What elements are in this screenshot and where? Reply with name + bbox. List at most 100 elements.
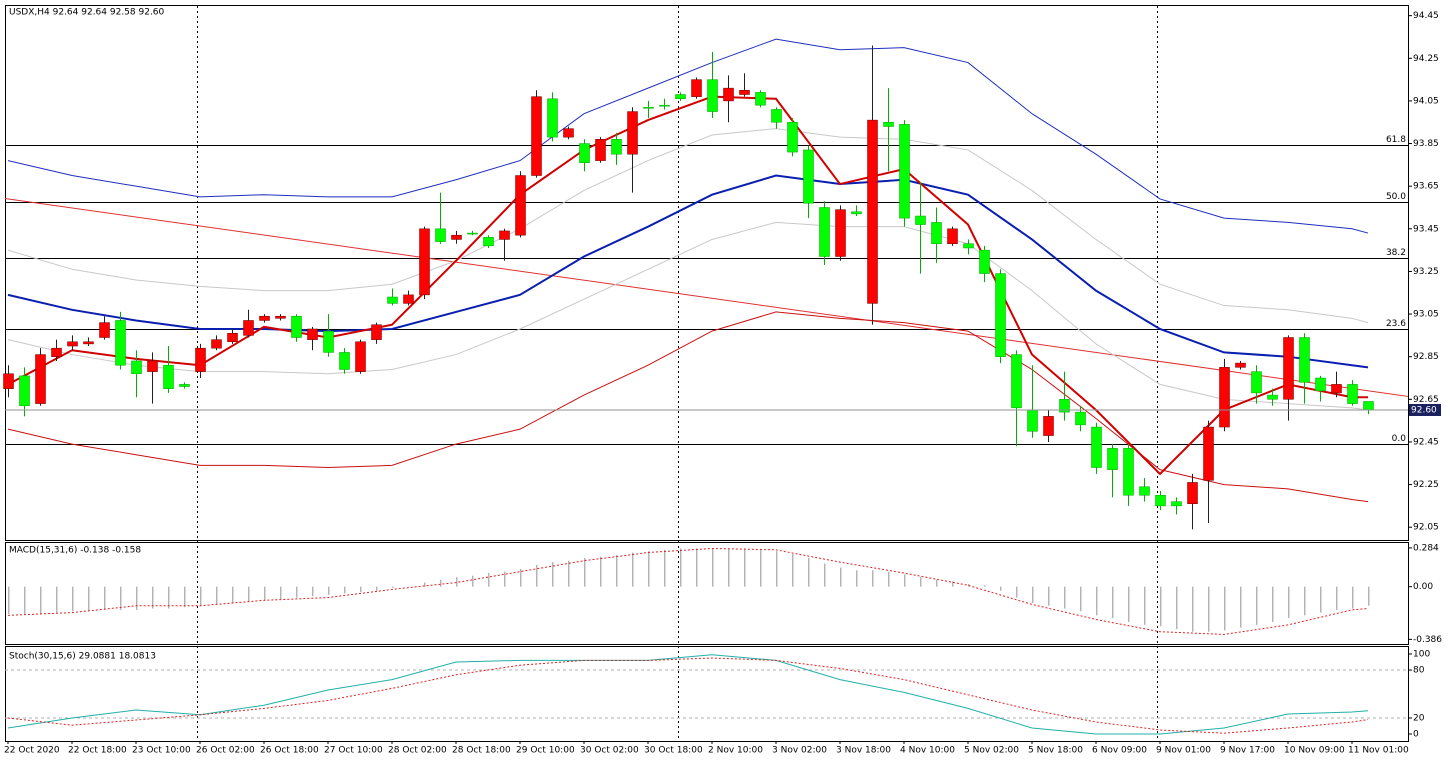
x-tick-label: 5 Nov 18:00 [1028, 746, 1083, 756]
candle-body [803, 149, 814, 204]
macd-bar [856, 570, 858, 587]
candle-body [1363, 401, 1374, 411]
candle-body [403, 294, 414, 304]
macd-bar [1352, 586, 1354, 609]
macd-bar [1048, 586, 1050, 606]
macd-bar [568, 560, 570, 587]
candle-body [83, 341, 94, 345]
macd-bar [296, 586, 298, 598]
candle-body [179, 384, 190, 387]
candle-body [291, 315, 302, 338]
macd-bar [264, 586, 266, 601]
candle-body [483, 237, 494, 247]
macd-bar [1064, 586, 1066, 609]
macd-bar [648, 551, 650, 587]
candle-body [1203, 426, 1214, 481]
candle-body [275, 315, 286, 319]
macd-bar [1000, 586, 1002, 591]
candle-body [195, 347, 206, 372]
x-tick-label: 10 Nov 09:00 [1284, 746, 1345, 756]
candle-body [915, 215, 926, 225]
macd-bar [680, 548, 682, 587]
macd-bar [520, 568, 522, 587]
candle-body [211, 339, 222, 349]
candle-body [1283, 337, 1294, 400]
candle-body [163, 364, 174, 389]
candle-body [739, 90, 750, 95]
macd-bar [1128, 586, 1130, 623]
x-tick-label: 22 Oct 2020 [4, 746, 60, 756]
macd-bar [360, 586, 362, 593]
candle-body [899, 124, 910, 219]
macd-bar [440, 579, 442, 587]
macd-bar [840, 567, 842, 587]
candle-body [451, 234, 462, 240]
candle-body [1155, 494, 1166, 507]
fibo-label: 23.6 [1386, 319, 1406, 329]
indicator-line [7, 174, 1369, 369]
x-tick-label: 3 Nov 18:00 [836, 746, 891, 756]
macd-panel-title: MACD(15,31,6) -0.138 -0.158 [9, 546, 141, 556]
candle-body [787, 121, 798, 153]
x-tick-label: 9 Nov 01:00 [1156, 746, 1211, 756]
macd-bar [376, 586, 378, 591]
y-tick-label: 92.05 [1413, 523, 1439, 533]
macd-bar [392, 586, 394, 589]
macd-bar [1192, 586, 1194, 632]
macd-bar [40, 586, 42, 614]
macd-bar [472, 575, 474, 587]
macd-bar [1032, 586, 1034, 604]
candle-body [1331, 384, 1342, 394]
macd-panel [5, 542, 1409, 645]
candle-body [499, 230, 510, 240]
candle-body [1043, 416, 1054, 436]
x-tick-label: 3 Nov 02:00 [772, 746, 827, 756]
candle-body [1315, 377, 1326, 392]
macd-bar [712, 548, 714, 587]
candle-body [611, 139, 622, 155]
macd-bar [696, 548, 698, 587]
y-tick-label: 100 [1413, 650, 1430, 660]
y-tick-label: 0.284 [1413, 543, 1439, 553]
candle-body [1139, 486, 1150, 496]
x-tick-label: 22 Oct 18:00 [68, 746, 127, 756]
indicator-line [7, 654, 1369, 735]
candle-body [35, 354, 46, 404]
candle-body [1027, 409, 1038, 432]
macd-bar [1144, 586, 1146, 625]
candle-body [51, 347, 62, 357]
macd-bar [328, 586, 330, 595]
macd-bar [536, 564, 538, 587]
x-tick-label: 5 Nov 02:00 [964, 746, 1019, 756]
y-tick-label: 94.25 [1413, 54, 1439, 64]
candle-body [339, 352, 350, 370]
indicator-line [7, 311, 1369, 503]
candle-body [883, 121, 894, 127]
candle-body [1251, 371, 1262, 394]
fibo-label: 0.0 [1392, 434, 1407, 444]
candle-body [819, 207, 830, 257]
macd-bar [1368, 586, 1370, 606]
macd-bar [1112, 586, 1114, 619]
candle-body [659, 104, 670, 107]
candle-body [851, 211, 862, 215]
candle-body [643, 107, 654, 109]
candle-body [627, 111, 638, 155]
candle-body [931, 222, 942, 244]
candle-body [147, 360, 158, 372]
candle-body [355, 341, 366, 372]
candle-body [1267, 394, 1278, 400]
y-tick-label: 94.45 [1413, 11, 1439, 21]
candle-body [3, 373, 14, 389]
macd-bar [104, 586, 106, 610]
x-tick-label: 29 Oct 10:00 [516, 746, 575, 756]
candle-body [755, 92, 766, 106]
price-panel [5, 5, 1409, 541]
macd-bar [1304, 586, 1306, 616]
candle-body [307, 328, 318, 340]
x-tick-label: 28 Oct 02:00 [388, 746, 447, 756]
candle-body [867, 119, 878, 304]
macd-bar [216, 586, 218, 605]
macd-bar [168, 586, 170, 609]
